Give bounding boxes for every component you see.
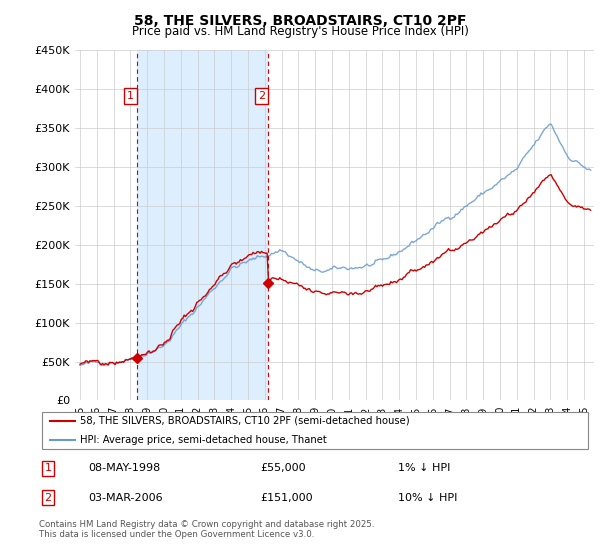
Text: 08-MAY-1998: 08-MAY-1998 — [89, 463, 161, 473]
Text: Price paid vs. HM Land Registry's House Price Index (HPI): Price paid vs. HM Land Registry's House … — [131, 25, 469, 38]
Text: HPI: Average price, semi-detached house, Thanet: HPI: Average price, semi-detached house,… — [80, 435, 327, 445]
Text: £55,000: £55,000 — [260, 463, 305, 473]
Text: 1: 1 — [44, 463, 52, 473]
Text: 1% ↓ HPI: 1% ↓ HPI — [398, 463, 450, 473]
Text: 58, THE SILVERS, BROADSTAIRS, CT10 2PF (semi-detached house): 58, THE SILVERS, BROADSTAIRS, CT10 2PF (… — [80, 416, 410, 426]
Text: 58, THE SILVERS, BROADSTAIRS, CT10 2PF: 58, THE SILVERS, BROADSTAIRS, CT10 2PF — [134, 14, 466, 28]
Text: 2: 2 — [44, 493, 52, 503]
Text: Contains HM Land Registry data © Crown copyright and database right 2025.
This d: Contains HM Land Registry data © Crown c… — [39, 520, 374, 539]
Text: 03-MAR-2006: 03-MAR-2006 — [89, 493, 163, 503]
Text: 10% ↓ HPI: 10% ↓ HPI — [398, 493, 457, 503]
Bar — [137, 50, 268, 400]
FancyBboxPatch shape — [42, 413, 588, 449]
Text: £151,000: £151,000 — [260, 493, 313, 503]
Text: 1: 1 — [127, 91, 134, 101]
Text: 2: 2 — [258, 91, 265, 101]
